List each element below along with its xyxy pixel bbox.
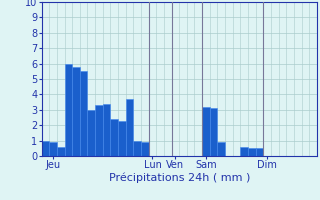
Bar xyxy=(133,141,141,156)
Bar xyxy=(95,105,103,156)
Bar xyxy=(42,141,49,156)
Bar xyxy=(248,148,256,156)
Bar xyxy=(49,142,57,156)
Bar xyxy=(80,71,87,156)
Bar xyxy=(126,99,133,156)
Bar xyxy=(57,147,65,156)
Bar xyxy=(118,121,126,156)
X-axis label: Précipitations 24h ( mm ): Précipitations 24h ( mm ) xyxy=(108,173,250,183)
Bar xyxy=(217,142,225,156)
Bar xyxy=(72,67,80,156)
Bar xyxy=(240,147,248,156)
Bar xyxy=(87,110,95,156)
Bar xyxy=(103,104,110,156)
Bar xyxy=(256,148,263,156)
Bar xyxy=(141,142,148,156)
Bar xyxy=(210,108,217,156)
Bar xyxy=(65,64,72,156)
Bar xyxy=(110,119,118,156)
Bar xyxy=(202,107,210,156)
